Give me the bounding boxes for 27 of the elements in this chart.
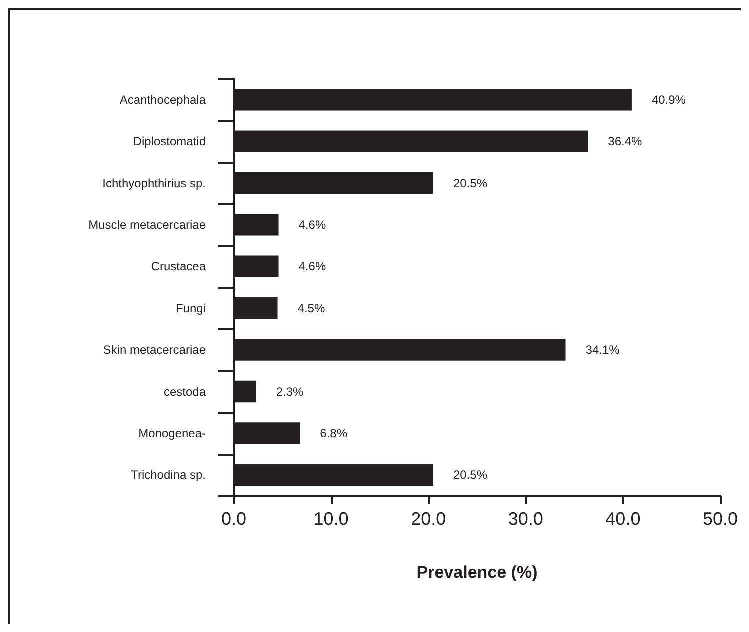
x-tick-label: 30.0 <box>508 509 544 529</box>
data-label: 4.5% <box>298 301 326 316</box>
y-tick-label: Ichthyophthirius sp. <box>102 176 206 190</box>
y-tick-label: Muscle metacercariae <box>88 218 206 232</box>
y-tick-label: Acanthocephala <box>120 92 206 107</box>
data-label: 20.5% <box>453 176 488 190</box>
x-tick-label: 40.0 <box>606 509 641 529</box>
x-tick-label: 0.0 <box>221 509 247 529</box>
y-tick-label: Diplostomatid <box>133 134 206 149</box>
data-label: 34.1% <box>586 343 620 358</box>
data-label: 6.8% <box>320 426 348 440</box>
data-label: 2.3% <box>276 384 304 399</box>
y-tick-label: Crustacea <box>151 260 206 274</box>
data-label: 4.6% <box>298 218 326 232</box>
y-tick-label: Monogenea- <box>138 426 206 440</box>
x-axis-title: Prevalence (%) <box>416 563 538 582</box>
data-label: 20.5% <box>453 468 488 482</box>
x-tick-label: 50.0 <box>702 509 738 529</box>
data-label: 40.9% <box>652 92 686 107</box>
data-label: 36.4% <box>608 134 643 149</box>
y-tick-label: Skin metacercariae <box>103 343 206 358</box>
y-tick-label: cestoda <box>164 384 206 399</box>
y-tick-label: Trichodina sp. <box>131 468 206 482</box>
x-tick-label: 20.0 <box>411 509 446 529</box>
x-tick-label: 10.0 <box>314 509 349 529</box>
y-tick-label: Fungi <box>176 301 206 316</box>
data-label: 4.6% <box>298 260 326 274</box>
